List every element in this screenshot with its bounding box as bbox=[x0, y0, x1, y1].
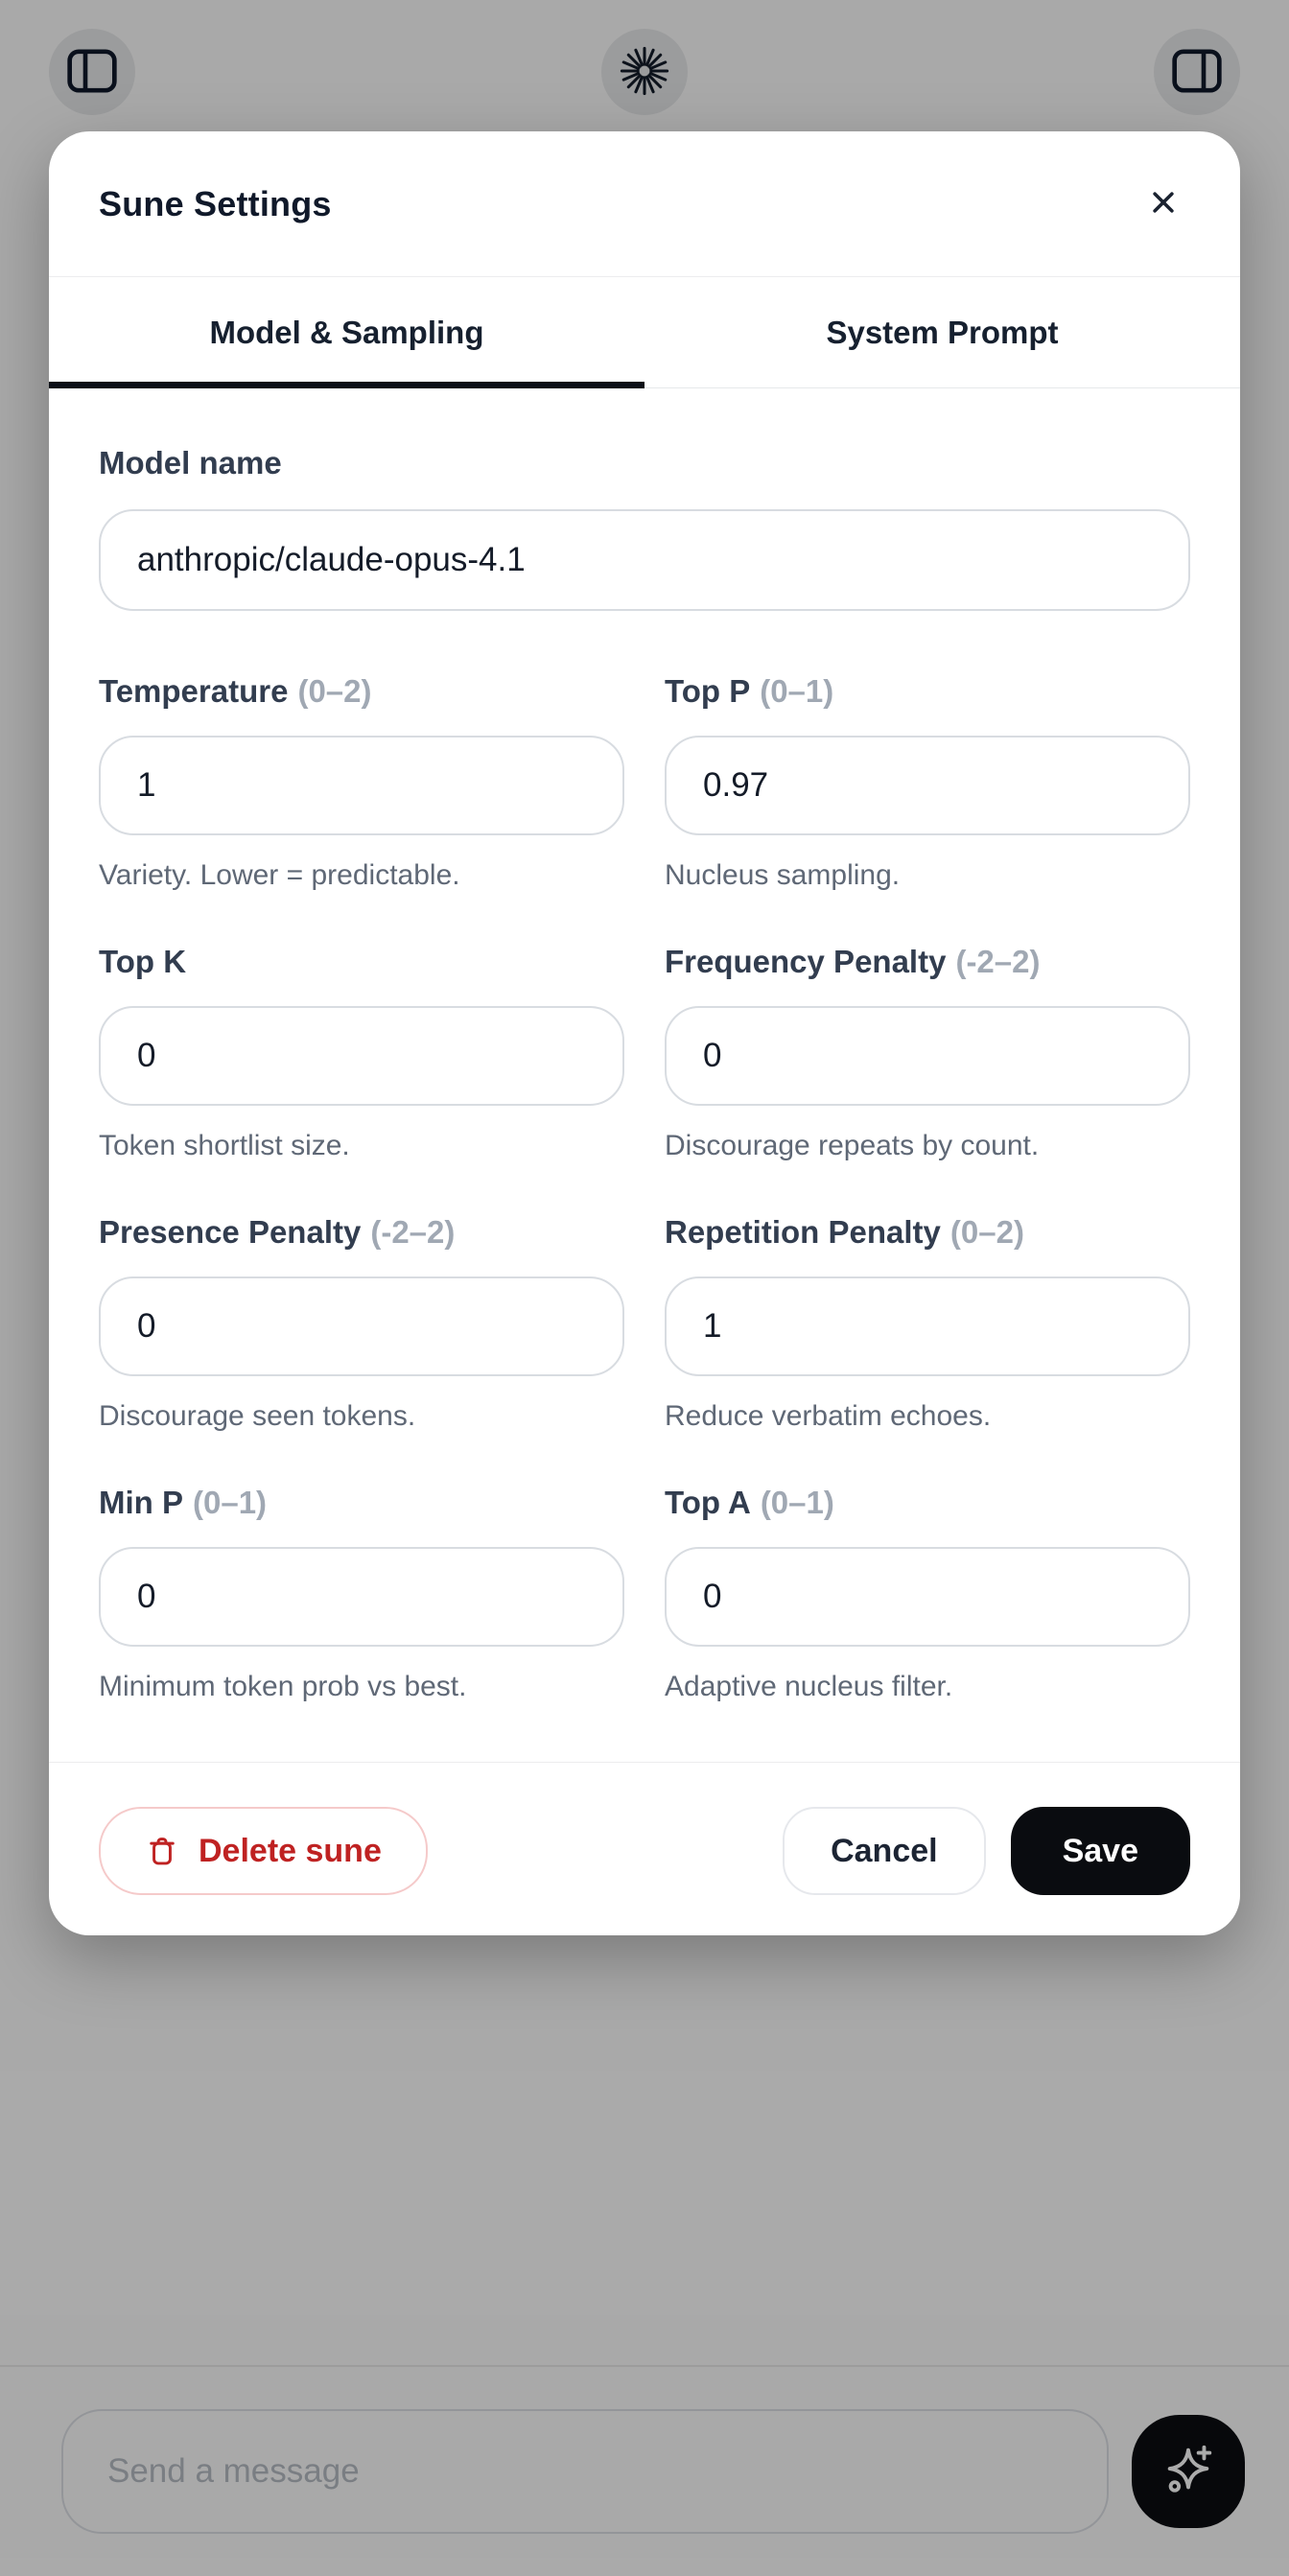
presence-penalty-range: (-2–2) bbox=[370, 1214, 456, 1250]
sune-settings-dialog: Sune Settings Model & Sampling System Pr… bbox=[49, 131, 1240, 1935]
top-a-input[interactable] bbox=[665, 1547, 1190, 1647]
panel-right-icon bbox=[1170, 47, 1224, 98]
message-composer bbox=[0, 2367, 1289, 2576]
top-p-label: Top P bbox=[665, 673, 751, 709]
trash-icon bbox=[145, 1834, 179, 1868]
cancel-button[interactable]: Cancel bbox=[783, 1807, 986, 1895]
toggle-left-panel-button[interactable] bbox=[49, 29, 135, 115]
starburst-icon bbox=[619, 45, 670, 100]
toggle-right-panel-button[interactable] bbox=[1154, 29, 1240, 115]
delete-sune-label: Delete sune bbox=[199, 1832, 382, 1869]
min-p-input[interactable] bbox=[99, 1547, 624, 1647]
top-k-helper: Token shortlist size. bbox=[99, 1130, 350, 1161]
repetition-penalty-field: Repetition Penalty(0–2) Reduce verbatim … bbox=[665, 1213, 1190, 1434]
min-p-label: Min P bbox=[99, 1485, 183, 1520]
top-k-input[interactable] bbox=[99, 1006, 624, 1106]
dialog-footer: Delete sune Cancel Save bbox=[49, 1762, 1240, 1935]
message-input[interactable] bbox=[61, 2409, 1109, 2534]
top-p-field: Top P(0–1) Nucleus sampling. bbox=[665, 672, 1190, 893]
model-name-label: Model name bbox=[99, 445, 282, 480]
top-k-label: Top K bbox=[99, 944, 187, 979]
save-button[interactable]: Save bbox=[1010, 1807, 1190, 1895]
tab-model-sampling[interactable]: Model & Sampling bbox=[49, 277, 644, 388]
top-a-label: Top A bbox=[665, 1485, 751, 1520]
min-p-range: (0–1) bbox=[193, 1485, 268, 1520]
presence-penalty-input[interactable] bbox=[99, 1276, 624, 1376]
model-name-input[interactable] bbox=[99, 509, 1190, 611]
presence-penalty-helper: Discourage seen tokens. bbox=[99, 1400, 416, 1432]
frequency-penalty-range: (-2–2) bbox=[955, 944, 1041, 979]
dialog-body: Model name Temperature(0–2) Variety. Low… bbox=[49, 388, 1240, 1762]
tab-system-prompt[interactable]: System Prompt bbox=[644, 277, 1240, 387]
temperature-field: Temperature(0–2) Variety. Lower = predic… bbox=[99, 672, 624, 893]
footer-actions: Cancel Save bbox=[783, 1807, 1190, 1895]
repetition-penalty-input[interactable] bbox=[665, 1276, 1190, 1376]
sparkle-action-button[interactable] bbox=[1132, 2415, 1245, 2528]
temperature-label: Temperature bbox=[99, 673, 289, 709]
starburst-button[interactable] bbox=[601, 29, 688, 115]
repetition-penalty-range: (0–2) bbox=[949, 1214, 1024, 1250]
top-k-field: Top K Token shortlist size. bbox=[99, 943, 624, 1163]
frequency-penalty-field: Frequency Penalty(-2–2) Discourage repea… bbox=[665, 943, 1190, 1163]
repetition-penalty-helper: Reduce verbatim echoes. bbox=[665, 1400, 992, 1432]
sparkle-plus-icon bbox=[1159, 2441, 1218, 2503]
repetition-penalty-label: Repetition Penalty bbox=[665, 1214, 941, 1250]
frequency-penalty-input[interactable] bbox=[665, 1006, 1190, 1106]
temperature-range: (0–2) bbox=[297, 673, 372, 709]
sampling-grid: Temperature(0–2) Variety. Lower = predic… bbox=[99, 672, 1190, 1754]
panel-left-icon bbox=[65, 47, 119, 98]
dialog-tabs: Model & Sampling System Prompt bbox=[49, 277, 1240, 388]
temperature-input[interactable] bbox=[99, 736, 624, 835]
top-a-helper: Adaptive nucleus filter. bbox=[665, 1671, 953, 1702]
top-p-helper: Nucleus sampling. bbox=[665, 859, 901, 891]
presence-penalty-field: Presence Penalty(-2–2) Discourage seen t… bbox=[99, 1213, 624, 1434]
top-a-range: (0–1) bbox=[760, 1485, 834, 1520]
close-button[interactable] bbox=[1137, 177, 1190, 231]
min-p-field: Min P (0–1) Minimum token prob vs best. bbox=[99, 1484, 624, 1704]
close-icon bbox=[1144, 183, 1183, 224]
model-name-field: Model name bbox=[99, 444, 1190, 611]
dialog-header: Sune Settings bbox=[49, 131, 1240, 277]
frequency-penalty-helper: Discourage repeats by count. bbox=[665, 1130, 1040, 1161]
top-bar bbox=[0, 0, 1289, 142]
top-a-field: Top A (0–1) Adaptive nucleus filter. bbox=[665, 1484, 1190, 1704]
composer-divider bbox=[0, 2365, 1289, 2367]
temperature-helper: Variety. Lower = predictable. bbox=[99, 859, 460, 891]
top-p-input[interactable] bbox=[665, 736, 1190, 835]
frequency-penalty-label: Frequency Penalty bbox=[665, 944, 947, 979]
dialog-title: Sune Settings bbox=[99, 183, 332, 223]
min-p-helper: Minimum token prob vs best. bbox=[99, 1671, 467, 1702]
top-p-range: (0–1) bbox=[760, 673, 834, 709]
presence-penalty-label: Presence Penalty bbox=[99, 1214, 362, 1250]
delete-sune-button[interactable]: Delete sune bbox=[99, 1807, 428, 1895]
